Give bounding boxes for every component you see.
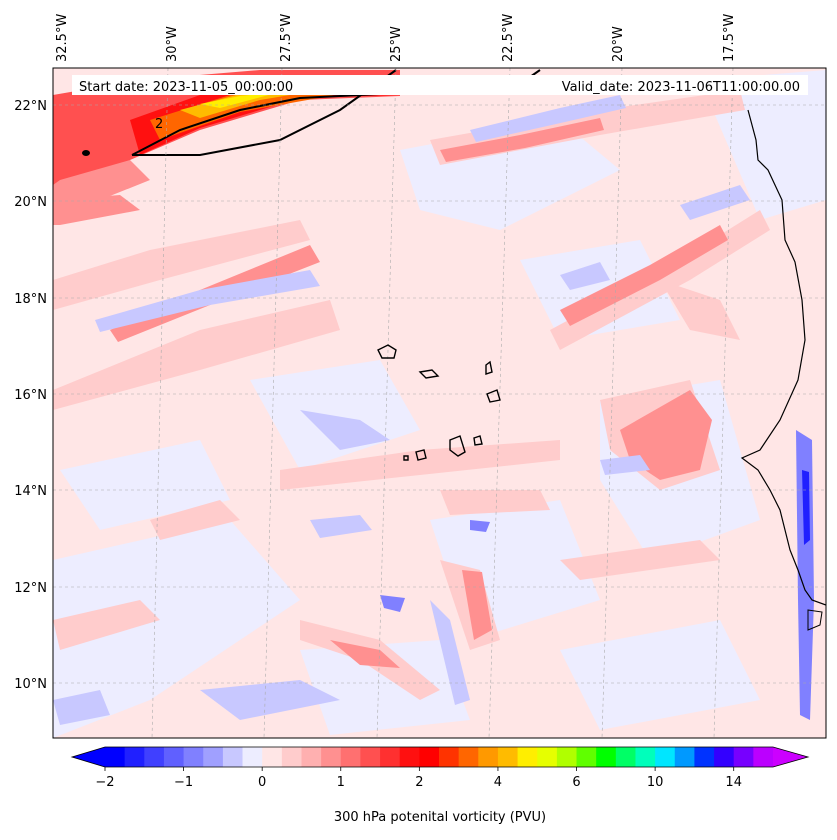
lon-label: 30°W xyxy=(165,26,180,62)
colorbar-extend-high xyxy=(773,747,808,767)
colorbar-tick-label: −2 xyxy=(95,775,114,790)
colorbar-tick-label: 4 xyxy=(494,775,502,790)
graticule xyxy=(53,68,826,738)
pv-field-moderate-negative xyxy=(380,430,814,720)
colorbar-cells xyxy=(105,747,774,767)
colorbar-cell xyxy=(694,747,715,767)
cape-verde-islands xyxy=(377,344,501,461)
pv-field-strong-negative xyxy=(802,470,810,545)
colorbar-cell xyxy=(674,747,695,767)
colorbar-cell xyxy=(753,747,774,767)
colorbar-cell xyxy=(615,747,636,767)
colorbar-tick-label: 10 xyxy=(647,775,664,790)
colorbar-tick-label: −1 xyxy=(174,775,193,790)
colorbar-tick-label: 1 xyxy=(337,775,345,790)
colorbar-cell xyxy=(242,747,263,767)
colorbar-cell xyxy=(183,747,204,767)
colorbar-cell xyxy=(360,747,381,767)
contour-label: 2 xyxy=(155,117,163,132)
lat-label: 10°N xyxy=(14,677,47,692)
colorbar-ticks: −2 −1 0 1 2 4 6 10 14 xyxy=(95,767,742,790)
colorbar-cell xyxy=(203,747,224,767)
colorbar-cell xyxy=(380,747,401,767)
lat-label: 14°N xyxy=(14,484,47,499)
lat-label: 22°N xyxy=(14,99,47,114)
lon-label: 25°W xyxy=(389,26,404,62)
colorbar-cell xyxy=(733,747,754,767)
latitude-labels: 22°N 20°N 18°N 16°N 14°N 12°N 10°N xyxy=(14,99,47,692)
island-bissagos xyxy=(807,609,823,631)
lon-label: 32.5°W xyxy=(55,14,70,62)
info-box xyxy=(72,75,808,95)
colorbar-cell xyxy=(262,747,283,767)
start-date-label: Start date: 2023-11-05_00:00:00 xyxy=(79,80,293,95)
colorbar-cell xyxy=(222,747,244,767)
colorbar-cell xyxy=(556,747,578,767)
longitude-labels: 32.5°W 30°W 27.5°W 25°W 22.5°W 20°W 17.5… xyxy=(55,14,737,62)
colorbar-cell xyxy=(714,747,735,767)
lon-label: 27.5°W xyxy=(279,14,294,62)
colorbar-cell xyxy=(517,747,538,767)
map-frame xyxy=(52,67,827,739)
colorbar-cell xyxy=(105,747,126,767)
colorbar-cell xyxy=(497,747,519,767)
lat-label: 12°N xyxy=(14,581,47,596)
colorbar-cell xyxy=(655,747,676,767)
colorbar-cell xyxy=(399,747,420,767)
colorbar-cell xyxy=(537,747,558,767)
colorbar-tick-label: 0 xyxy=(258,775,266,790)
pv-field: 2 xyxy=(53,68,826,738)
lon-label: 22.5°W xyxy=(501,14,516,62)
lat-label: 20°N xyxy=(14,195,47,210)
coastline-africa xyxy=(740,109,826,606)
colorbar-cell xyxy=(458,747,479,767)
lat-label: 18°N xyxy=(14,292,47,307)
colorbar-cell xyxy=(478,747,499,767)
pv-contour-dot xyxy=(82,150,90,156)
colorbar-cell xyxy=(340,747,361,767)
colorbar-cell xyxy=(635,747,656,767)
colorbar-cell xyxy=(301,747,322,767)
colorbar-tick-label: 14 xyxy=(725,775,742,790)
valid-date-label: Valid_date: 2023-11-06T11:00:00.00 xyxy=(562,80,800,95)
colorbar-cell xyxy=(321,747,342,767)
colorbar-cell xyxy=(596,747,617,767)
colorbar: −2 −1 0 1 2 4 6 10 14 300 hPa potenital vorticit… xyxy=(70,746,810,825)
colorbar-cell xyxy=(124,747,145,767)
lat-label: 16°N xyxy=(14,388,47,403)
colorbar-tick-label: 6 xyxy=(572,775,580,790)
lon-label: 20°W xyxy=(611,26,626,62)
colorbar-cell xyxy=(419,747,440,767)
colorbar-cell xyxy=(163,747,185,767)
colorbar-cell xyxy=(439,747,460,767)
colorbar-cell xyxy=(281,747,302,767)
colorbar-extend-low xyxy=(72,747,105,767)
colorbar-title: 300 hPa potenital vorticity (PVU) xyxy=(334,810,546,825)
colorbar-cell xyxy=(144,747,165,767)
lon-label: 17.5°W xyxy=(722,14,737,62)
pv-field-weak-negative xyxy=(53,95,750,725)
colorbar-cell xyxy=(576,747,597,767)
colorbar-tick-label: 2 xyxy=(415,775,423,790)
